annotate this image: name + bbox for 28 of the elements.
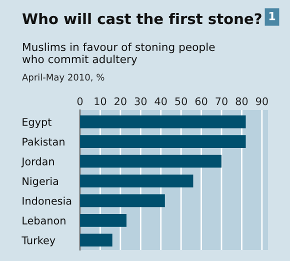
bar (80, 234, 112, 247)
bar (80, 194, 165, 208)
y-tick-label: Indonesia (22, 196, 72, 205)
x-tick-label: 70 (216, 97, 228, 106)
x-tick-label: 30 (134, 97, 147, 106)
x-tick-label: 80 (236, 97, 248, 106)
bar (80, 115, 246, 128)
y-tick-label: Jordan (21, 157, 54, 168)
x-tick-label: 50 (175, 97, 188, 106)
bar (80, 135, 246, 148)
text: 1 (269, 12, 276, 20)
chart-title: Who will cast the first stone? (22, 12, 262, 24)
bar (80, 214, 126, 227)
y-tick-label: Nigeria (22, 177, 58, 188)
y-tick-label: Lebanon (22, 216, 66, 225)
x-tick-label: 20 (114, 97, 126, 106)
x-tick-label: 90 (256, 97, 268, 106)
chart-subtitle: Muslims in favour of stoning people who commit adultery (22, 42, 215, 66)
x-tick-label: 0 (77, 97, 83, 106)
x-tick-label: 10 (94, 97, 106, 106)
y-tick-label: Turkey (22, 236, 56, 246)
text: April-May 2010, % (22, 74, 104, 82)
x-tick-label: 40 (154, 97, 167, 106)
bar (80, 174, 194, 188)
y-tick-label: Pakistan (22, 138, 64, 146)
y-tick-label: Egypt (22, 118, 52, 128)
x-tick-label: 60 (195, 97, 208, 106)
bar (80, 154, 222, 168)
